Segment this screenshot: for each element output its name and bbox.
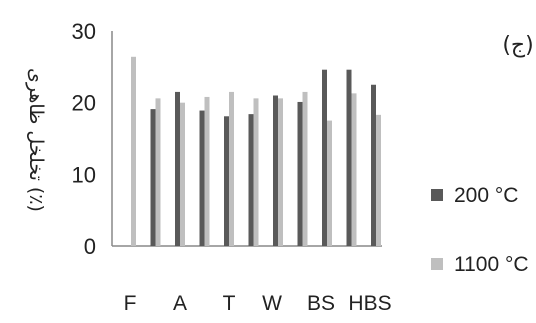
bars bbox=[131, 56, 381, 247]
bar-1100c-9 bbox=[351, 93, 357, 246]
bar-200c-3 bbox=[199, 110, 205, 246]
category-label: A bbox=[173, 292, 187, 315]
bar-1100c-2 bbox=[180, 102, 185, 247]
bar-200c-4 bbox=[224, 116, 229, 247]
legend-label-1100c: 1100 °C bbox=[454, 253, 529, 276]
bar-1100c-7 bbox=[302, 91, 308, 247]
y-tick-label: 0 bbox=[84, 234, 96, 259]
category-labels: F A T W BS HBS bbox=[124, 292, 392, 315]
bar-200c-9 bbox=[346, 69, 352, 246]
bar-1100c-3 bbox=[204, 96, 210, 246]
bar-1100c-6 bbox=[278, 98, 283, 246]
legend-swatch-200c bbox=[431, 189, 443, 201]
category-label: T bbox=[223, 292, 236, 315]
bar-1100c-4 bbox=[229, 91, 234, 247]
bar-200c-7 bbox=[297, 101, 303, 246]
bar-1100c-5 bbox=[253, 98, 259, 246]
category-label: F bbox=[124, 292, 137, 315]
bar-1100c-1 bbox=[155, 98, 161, 246]
bar-200c-8 bbox=[322, 69, 327, 246]
y-tick-label: 20 bbox=[72, 91, 96, 116]
legend-swatch-1100c bbox=[431, 258, 443, 270]
legend-label-200c: 200 °C bbox=[454, 184, 518, 207]
bar-200c-10 bbox=[371, 84, 376, 246]
legend: 200 °C 1100 °C bbox=[431, 184, 529, 276]
category-label: W bbox=[262, 292, 282, 315]
bar-200c-6 bbox=[273, 95, 278, 246]
y-tick-label: 10 bbox=[72, 162, 96, 187]
y-axis-title: (٪) تخلخل ظاهری bbox=[25, 68, 47, 212]
panel-label: (ج) bbox=[502, 33, 533, 58]
bar-200c-1 bbox=[150, 109, 156, 246]
bar-1100c-8 bbox=[327, 120, 332, 246]
bar-1100c-0 bbox=[131, 56, 136, 246]
bar-200c-2 bbox=[175, 91, 180, 247]
category-label: HBS bbox=[348, 292, 391, 315]
y-tick-label: 30 bbox=[72, 19, 96, 44]
bar-200c-5 bbox=[248, 114, 254, 246]
bar-1100c-10 bbox=[376, 114, 381, 246]
y-tick-labels: 0 10 20 30 bbox=[72, 19, 96, 259]
category-label: BS bbox=[307, 292, 335, 315]
